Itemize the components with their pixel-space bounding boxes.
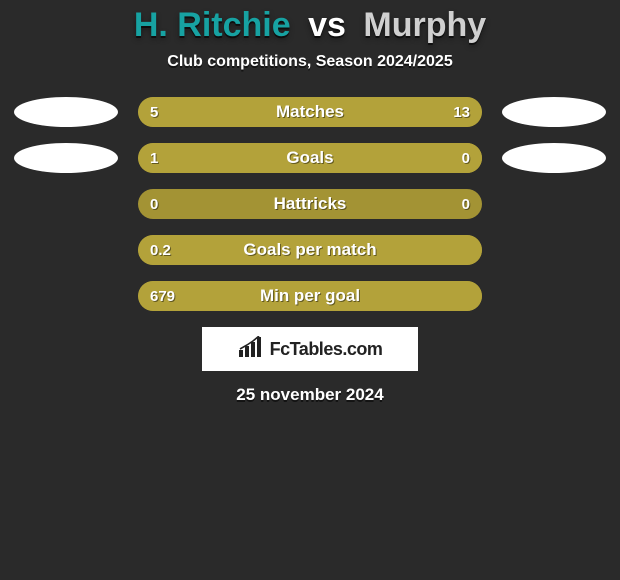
bar-fill-right (420, 143, 482, 173)
stat-row: 0.2Goals per match (0, 235, 620, 265)
date-text: 25 november 2024 (0, 385, 620, 405)
stat-bar: 00Hattricks (138, 189, 482, 219)
bar-track (138, 189, 482, 219)
player1-oval (14, 143, 118, 173)
bar-fill-left (138, 97, 234, 127)
stat-row: 10Goals (0, 143, 620, 173)
bar-fill-left (138, 235, 482, 265)
stat-bar: 679Min per goal (138, 281, 482, 311)
stat-row: 00Hattricks (0, 189, 620, 219)
logo-text: FcTables.com (270, 339, 383, 360)
stat-bar: 10Goals (138, 143, 482, 173)
player1-oval (14, 97, 118, 127)
stat-bar: 0.2Goals per match (138, 235, 482, 265)
bar-fill-right (234, 97, 482, 127)
title-player2: Murphy (363, 6, 486, 44)
stat-row: 513Matches (0, 97, 620, 127)
title-player1: H. Ritchie (134, 6, 291, 44)
player2-oval (502, 143, 606, 173)
bars-icon (238, 336, 264, 363)
stat-bar: 513Matches (138, 97, 482, 127)
page-title: H. Ritchie vs Murphy (0, 6, 620, 45)
title-vs: vs (308, 6, 346, 44)
stat-row: 679Min per goal (0, 281, 620, 311)
comparison-card: H. Ritchie vs Murphy Club competitions, … (0, 0, 620, 580)
logo-box: FcTables.com (202, 327, 418, 371)
player2-oval (502, 97, 606, 127)
bar-fill-left (138, 281, 482, 311)
subtitle: Club competitions, Season 2024/2025 (0, 53, 620, 71)
stats-container: 513Matches 10Goals 00Hattricks 0.2Goals per… (0, 97, 620, 311)
